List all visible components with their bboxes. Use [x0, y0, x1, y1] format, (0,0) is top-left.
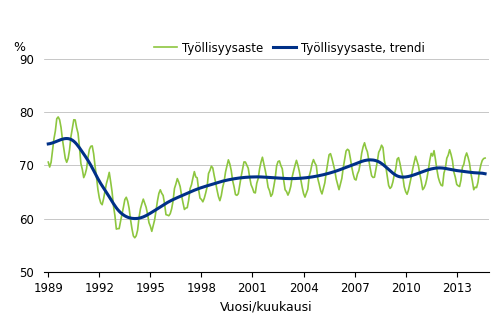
Työllisyysaste, trendi [63, 137, 69, 140]
Työllisyysaste, trendi [193, 188, 199, 192]
Työllisyysaste, trendi [132, 217, 138, 220]
Työllisyysaste, trendi [265, 175, 271, 179]
Työllisyysaste, trendi [146, 212, 152, 216]
Työllisyysaste, trendi [223, 179, 229, 182]
Y-axis label: %: % [13, 41, 25, 54]
Työllisyysaste [193, 175, 199, 179]
X-axis label: Vuosi/kuukausi: Vuosi/kuukausi [220, 300, 313, 313]
Työllisyysaste, trendi [47, 142, 53, 146]
Legend: Työllisyysaste, Työllisyysaste, trendi: Työllisyysaste, Työllisyysaste, trendi [149, 37, 430, 59]
Työllisyysaste, trendi [45, 142, 51, 146]
Työllisyysaste [265, 185, 271, 189]
Line: Työllisyysaste, trendi: Työllisyysaste, trendi [48, 139, 485, 219]
Työllisyysaste [47, 165, 53, 169]
Työllisyysaste [55, 115, 61, 119]
Työllisyysaste [132, 236, 138, 240]
Line: Työllisyysaste: Työllisyysaste [48, 117, 485, 238]
Työllisyysaste [146, 221, 152, 225]
Työllisyysaste [45, 160, 51, 164]
Työllisyysaste [482, 156, 488, 160]
Työllisyysaste [94, 175, 100, 179]
Työllisyysaste, trendi [482, 172, 488, 176]
Työllisyysaste [223, 170, 229, 174]
Työllisyysaste, trendi [94, 174, 100, 178]
